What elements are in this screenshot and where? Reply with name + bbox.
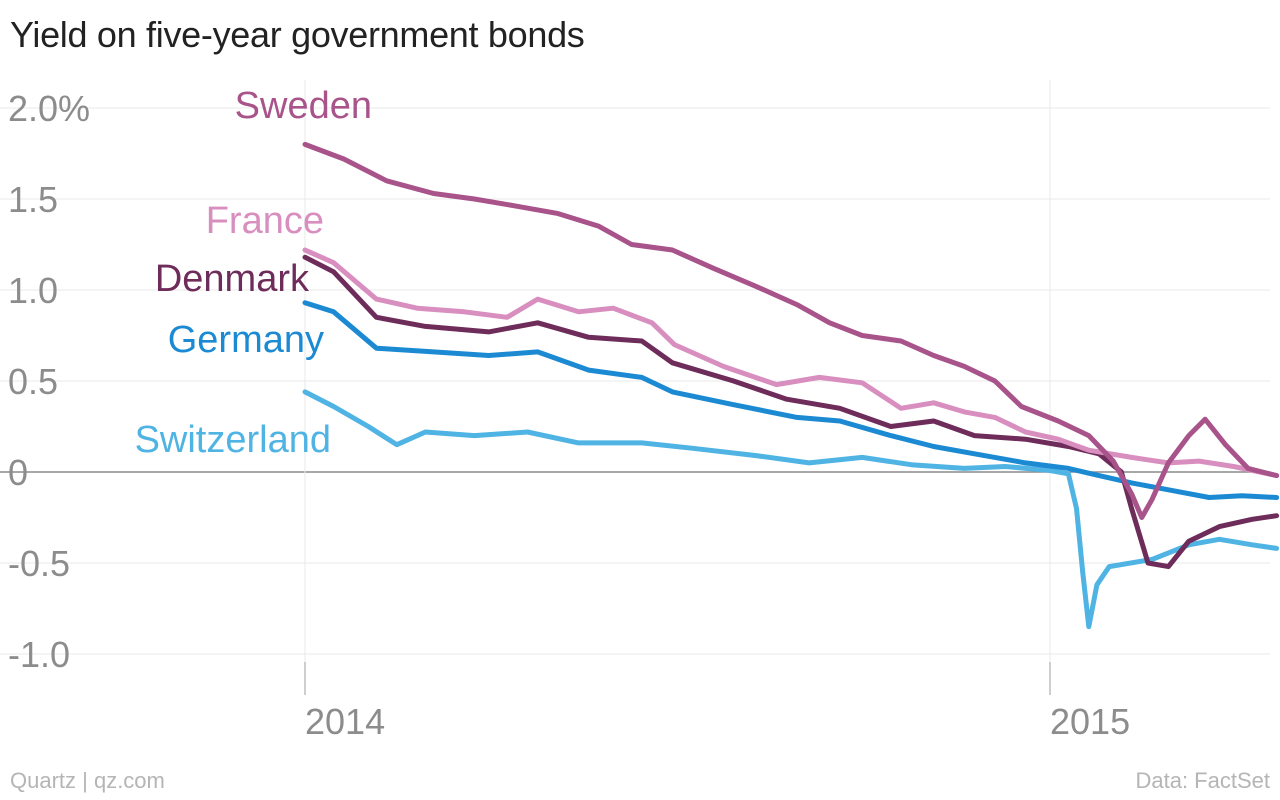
y-tick-label: 1.0: [8, 270, 58, 311]
series-line-sweden: [302, 141, 1280, 520]
footer-data-credit: Data: FactSet: [1135, 768, 1270, 793]
y-tick-label: -1.0: [8, 634, 70, 675]
chart-title: Yield on five-year government bonds: [10, 14, 585, 55]
series-label-denmark: Denmark: [155, 258, 310, 300]
series-line-france: [302, 247, 1280, 479]
y-tick-label: 0: [8, 452, 28, 493]
y-axis-ticks: 2.0% 1.5 1.0 0.5 0 -0.5 -1.0: [8, 88, 90, 675]
series-line-switzerland: [302, 389, 1280, 630]
y-tick-label: 2.0%: [8, 88, 90, 129]
x-axis-ticks: 2014 2015: [304, 662, 1130, 742]
series-line-denmark: [302, 254, 1280, 570]
series-label-france: France: [206, 200, 324, 242]
y-tick-label: 1.5: [8, 179, 58, 220]
grid-lines: [0, 80, 1270, 690]
series-labels: Sweden France Denmark Germany Switzerland: [135, 85, 372, 461]
series-label-germany: Germany: [168, 319, 324, 361]
x-tick-label: 2015: [1050, 701, 1130, 742]
series-lines: [302, 141, 1280, 630]
series-label-switzerland: Switzerland: [135, 419, 331, 461]
footer-source: Quartz | qz.com: [10, 768, 165, 793]
series-label-sweden: Sweden: [235, 85, 372, 127]
y-tick-label: -0.5: [8, 543, 70, 584]
x-tick-label: 2014: [305, 701, 385, 742]
series-line-germany: [302, 300, 1280, 500]
y-tick-label: 0.5: [8, 361, 58, 402]
